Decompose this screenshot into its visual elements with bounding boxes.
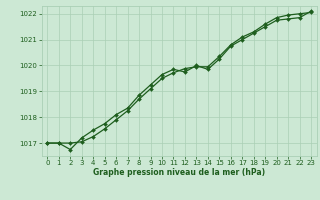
X-axis label: Graphe pression niveau de la mer (hPa): Graphe pression niveau de la mer (hPa) [93,168,265,177]
